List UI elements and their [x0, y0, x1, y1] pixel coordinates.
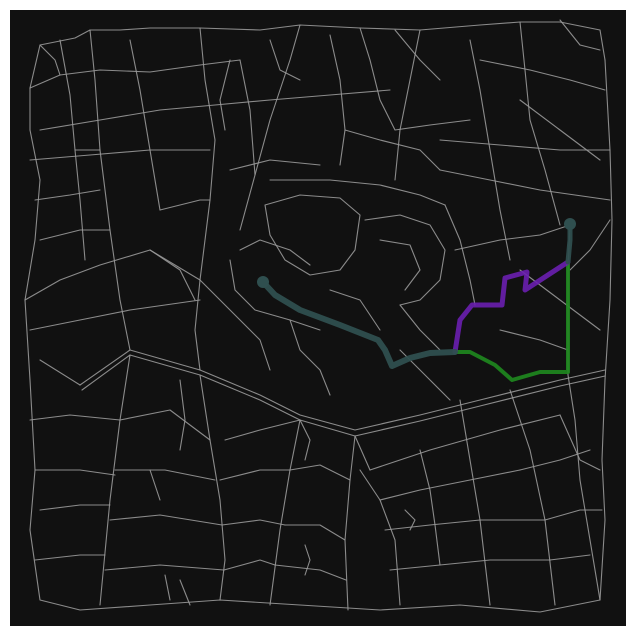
road	[599, 59, 613, 601]
road	[544, 509, 603, 521]
road	[379, 469, 521, 501]
road	[344, 435, 356, 611]
road	[221, 519, 286, 526]
road	[289, 319, 331, 396]
road	[559, 19, 601, 51]
road	[569, 219, 611, 271]
road	[29, 21, 606, 89]
road	[519, 99, 601, 161]
road	[219, 59, 231, 131]
road	[24, 87, 41, 301]
road	[289, 464, 351, 481]
road	[34, 189, 101, 201]
road	[459, 399, 491, 606]
road	[399, 304, 441, 351]
road	[444, 204, 476, 306]
road	[364, 214, 446, 306]
road	[29, 414, 121, 421]
road	[284, 524, 346, 541]
road-network	[24, 19, 613, 613]
road	[39, 359, 81, 386]
road	[469, 39, 511, 261]
road	[34, 554, 106, 561]
road	[354, 435, 371, 471]
road	[269, 179, 446, 206]
road	[404, 509, 416, 531]
road	[419, 449, 441, 566]
road	[159, 199, 211, 211]
road	[239, 59, 256, 176]
road	[89, 29, 131, 351]
road	[549, 554, 591, 561]
street-map[interactable]	[10, 10, 626, 626]
road	[99, 354, 131, 606]
road	[499, 329, 569, 351]
road	[304, 544, 311, 576]
road	[359, 469, 401, 606]
road	[119, 409, 211, 441]
road	[199, 279, 271, 371]
road	[24, 249, 201, 301]
road	[29, 299, 201, 331]
road	[39, 504, 111, 511]
road	[369, 414, 561, 471]
road	[299, 419, 311, 461]
road	[149, 469, 161, 501]
road	[199, 374, 226, 601]
road	[384, 519, 546, 531]
route-teal[interactable]	[260, 279, 458, 369]
road	[229, 159, 321, 171]
road	[394, 29, 441, 81]
road	[164, 574, 171, 601]
road	[329, 289, 381, 331]
road	[239, 239, 311, 266]
road	[219, 469, 291, 481]
origin-marker[interactable]	[257, 276, 269, 288]
road	[114, 469, 216, 481]
road	[394, 29, 421, 181]
road	[79, 349, 606, 431]
road	[39, 229, 111, 241]
road	[269, 419, 301, 606]
road	[81, 354, 606, 437]
road	[104, 564, 225, 571]
road	[519, 269, 601, 331]
road	[344, 129, 441, 171]
road	[29, 149, 211, 161]
route-overlay	[257, 218, 576, 382]
road	[454, 224, 571, 251]
route-purple[interactable]	[452, 259, 571, 355]
road	[223, 559, 276, 571]
road	[389, 559, 551, 571]
road	[129, 39, 161, 211]
destination-marker[interactable]	[564, 218, 576, 230]
route-green[interactable]	[453, 260, 570, 382]
road	[109, 514, 223, 526]
street-map-canvas[interactable]	[10, 10, 626, 626]
road	[224, 419, 301, 441]
road	[439, 169, 611, 201]
road	[509, 389, 556, 606]
road	[229, 259, 321, 331]
road	[439, 139, 611, 151]
road	[269, 39, 301, 81]
road	[519, 449, 591, 471]
road	[39, 44, 61, 76]
road	[29, 59, 241, 89]
road	[264, 194, 361, 276]
road	[359, 27, 471, 131]
road	[479, 59, 606, 91]
road	[274, 564, 347, 581]
road	[34, 469, 116, 476]
road	[239, 24, 301, 231]
road	[559, 414, 601, 471]
road	[179, 579, 191, 606]
road	[379, 239, 421, 291]
road	[149, 249, 196, 301]
road	[179, 379, 186, 451]
road	[519, 21, 561, 226]
road	[39, 89, 391, 131]
road	[329, 34, 346, 166]
